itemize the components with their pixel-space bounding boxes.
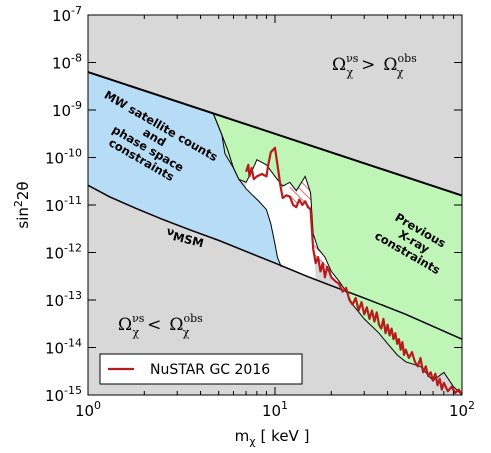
y-tick-label: 10-11 xyxy=(45,194,82,215)
legend-label-nustar: NuSTAR GC 2016 xyxy=(150,362,270,378)
nustar-gc-2016-line xyxy=(244,146,462,395)
mw-boundary-line xyxy=(213,114,282,267)
mw-satellite-region xyxy=(88,72,282,267)
x-tick-label: 100 xyxy=(75,399,101,420)
x-axis-ticks: 100 101 102 xyxy=(75,15,475,420)
upper-annotation: Ωνs χ > Ωobs χ xyxy=(332,52,417,79)
y-tick-label: 10-8 xyxy=(52,52,82,73)
upper-boundary-line xyxy=(88,71,462,197)
xray-boundary-line xyxy=(213,114,462,395)
x-axis-label: mχ[ keV ] xyxy=(235,427,310,448)
y-tick-label: 10-9 xyxy=(52,99,82,120)
y-axis-ticks: 10-15 10-14 10-13 10-12 10-11 10-10 10-9 10-8 10… xyxy=(45,4,462,405)
x-tick-label: 102 xyxy=(449,399,475,420)
xray-constraint-region xyxy=(213,113,462,395)
legend: NuSTAR GC 2016 xyxy=(99,353,303,385)
lower-annotation: Ωνs χ < Ωobs χ xyxy=(118,312,203,339)
y-axis-label: sin22θ xyxy=(12,181,32,228)
y-tick-label: 10-13 xyxy=(45,289,82,310)
y-tick-label: 10-10 xyxy=(45,147,82,168)
y-tick-label: 10-14 xyxy=(45,337,82,358)
y-tick-label: 10-12 xyxy=(45,242,82,263)
nustar-hatched-region xyxy=(289,176,398,355)
y-tick-label: 10-15 xyxy=(45,384,82,405)
y-tick-label: 10-7 xyxy=(52,4,82,25)
x-tick-label: 101 xyxy=(262,399,288,420)
lower-boundary-line xyxy=(88,184,462,340)
